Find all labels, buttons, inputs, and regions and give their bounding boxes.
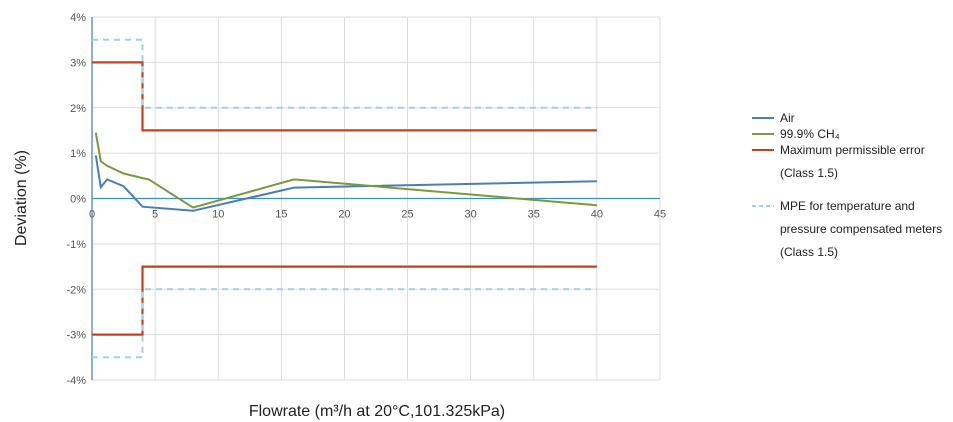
legend-label-2: Maximum permissible error: [780, 143, 925, 157]
y-tick-label: 3%: [70, 57, 86, 69]
y-tick-label: -1%: [66, 239, 86, 251]
axes: 4%3%2%1%0%-1%-2%-3%-4%051015202530354045: [66, 12, 666, 387]
series-line-2-segment-1: [92, 265, 597, 336]
series-line-0: [94, 155, 597, 212]
legend: Air 99.9% CH₄ Maximum permissible error (Cl…: [752, 111, 942, 259]
y-tick-label: -3%: [66, 330, 86, 342]
series-line-3-segment-0: [92, 38, 597, 109]
y-tick-label: 2%: [70, 103, 86, 115]
y-tick-label: 0%: [70, 194, 86, 206]
x-tick-label: 20: [338, 209, 350, 221]
legend-label-3: (Class 1.5): [780, 245, 838, 259]
legend-label-2: (Class 1.5): [780, 166, 838, 180]
series-line-3-segment-1: [92, 288, 597, 359]
legend-label-0: Air: [780, 111, 795, 125]
x-tick-label: 15: [275, 209, 287, 221]
x-tick-label: 35: [528, 209, 540, 221]
y-tick-label: 1%: [70, 148, 86, 160]
x-tick-label: 30: [465, 209, 477, 221]
x-axis-title: Flowrate (m³/h at 20°C,101.325kPa): [249, 403, 505, 420]
x-tick-label: 10: [212, 209, 224, 221]
series-line-2-segment-0: [92, 61, 597, 132]
y-axis-title: Deviation (%): [13, 150, 30, 246]
y-tick-label: -4%: [66, 375, 86, 387]
y-tick-label: -2%: [66, 284, 86, 296]
x-tick-label: 40: [591, 209, 603, 221]
x-tick-label: 45: [654, 209, 666, 221]
series-layer: [92, 38, 597, 359]
legend-label-3: pressure compensated meters: [780, 222, 942, 236]
x-tick-label: 25: [401, 209, 413, 221]
legend-label-1: 99.9% CH₄: [780, 127, 840, 141]
x-tick-label: 5: [152, 209, 158, 221]
series-line-1: [94, 132, 597, 209]
legend-label-3: MPE for temperature and: [780, 199, 915, 213]
y-tick-label: 4%: [70, 12, 86, 24]
